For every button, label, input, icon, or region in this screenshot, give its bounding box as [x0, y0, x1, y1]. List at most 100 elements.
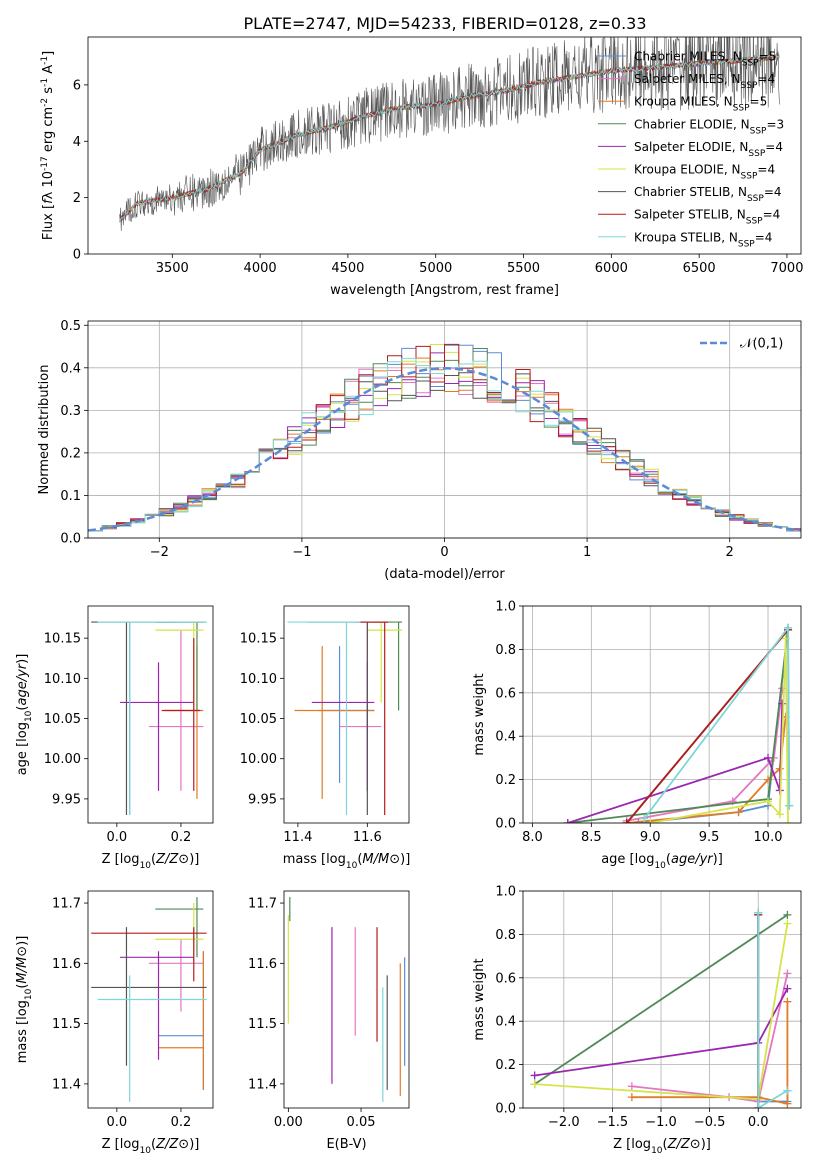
- y-tick-label: 0: [73, 248, 81, 263]
- panel-age_vs_Z: 0.0 0.2 9.95 10.00 10.05 10.10 10.15 Z [log10(Z…: [15, 605, 214, 871]
- y-tick-label: 2: [73, 191, 81, 206]
- y-tick-label: 0.8: [495, 643, 516, 658]
- y-tick-label: 9.95: [52, 792, 81, 807]
- mass-weight-line: [567, 703, 784, 823]
- plot-area: [287, 897, 406, 1102]
- mass-weight-marker: [764, 753, 773, 762]
- panel-spectrum: 3500 4000 4500 5000 5500 6000 6500 7000 0 2 4 6 wave…: [40, 36, 803, 298]
- y-tick-label: 0.1: [60, 489, 81, 504]
- y-tick-label: 10.15: [240, 632, 277, 647]
- mass-weight-marker: [778, 699, 787, 708]
- y-tick-label: 0.3: [60, 404, 81, 419]
- mass-weight-line: [643, 625, 791, 820]
- mass-weight-marker: [627, 1093, 636, 1102]
- mass-weight-marker: [783, 984, 792, 993]
- mass-weight-line: [534, 914, 788, 1085]
- y-tick-label: 0.8: [495, 928, 516, 943]
- mass-weight-marker: [640, 814, 649, 823]
- panel-mass_weight_vs_Z: −2.0 −1.5 −1.0 −0.5 0.0 0.0 0.2 0.4 0.6 0.8 1.0 Z […: [472, 885, 802, 1156]
- histogram-series: [88, 357, 801, 532]
- y-tick-label: 11.6: [52, 957, 81, 972]
- x-axis-label: (data-model)/error: [384, 567, 505, 582]
- spectrum-series-line: [119, 54, 780, 222]
- x-tick-label: 2: [726, 545, 734, 560]
- mass-weight-line: [757, 912, 788, 1108]
- panel-residuals: −2 −1 0 1 2 0.0 0.1 0.2 0.3 0.4 0.5 (data-model)/er…: [37, 319, 802, 582]
- y-tick-label: 11.5: [248, 1017, 277, 1032]
- axes-frame: [283, 605, 410, 824]
- mass-weight-marker: [784, 819, 793, 823]
- axes-frame: [522, 890, 802, 1109]
- panels: 3500 4000 4500 5000 5500 6000 6500 7000 0 2 4 6 wave…: [15, 36, 803, 1156]
- x-tick-label: 9.0: [640, 830, 661, 845]
- x-tick-label: 10.0: [754, 830, 783, 845]
- legend-label: Kroupa ELODIE, NSSP=4: [634, 163, 775, 182]
- legend-label: Salpeter MILES, NSSP=4: [634, 72, 775, 91]
- mass-weight-marker: [785, 801, 794, 810]
- y-tick-label: 11.4: [248, 1077, 277, 1092]
- y-tick-label: 0.2: [60, 446, 81, 461]
- y-tick-label: 1.0: [495, 600, 516, 615]
- axes-frame: [283, 890, 410, 1109]
- x-tick-label: −2: [150, 545, 169, 560]
- plot-area: [91, 897, 207, 1102]
- x-tick-label: 4500: [331, 261, 364, 276]
- y-tick-label: 0.0: [495, 1102, 516, 1117]
- panel-mass_vs_ebv: 0.00 0.05 11.4 11.5 11.6 11.7 E(B-V): [248, 890, 410, 1152]
- y-tick-label: 0.6: [495, 686, 516, 701]
- mass-weight-marker: [783, 969, 792, 978]
- legend-label: Chabrier MILES, NSSP=5: [634, 50, 776, 69]
- y-tick-label: 10.00: [240, 752, 277, 767]
- mass-weight-marker: [634, 819, 643, 823]
- mass-weight-line: [650, 638, 789, 823]
- y-tick-label: 11.7: [52, 897, 81, 912]
- y-axis-label: age [log10(age/yr)]: [15, 654, 34, 776]
- y-axis-label: mass weight: [472, 958, 487, 1040]
- plot-area: [287, 621, 403, 815]
- y-tick-label: 0.6: [495, 971, 516, 986]
- y-tick-label: 0.0: [60, 532, 81, 547]
- x-tick-label: 5500: [507, 261, 540, 276]
- x-tick-label: 0: [440, 545, 448, 560]
- y-tick-label: 11.5: [52, 1017, 81, 1032]
- plot-area: [530, 908, 792, 1108]
- y-tick-label: 10.10: [44, 672, 81, 687]
- y-tick-label: 11.7: [248, 897, 277, 912]
- x-axis-label: mass [log10(M/M⊙)]: [283, 852, 411, 871]
- x-axis-label: Z [log10(Z/Z⊙)]: [613, 1137, 711, 1156]
- x-tick-label: 11.6: [353, 830, 382, 845]
- panel-mass_weight_vs_age: 8.0 8.5 9.0 9.5 10.0 0.0 0.2 0.4 0.6 0.8 1.0 age [l…: [472, 600, 802, 871]
- y-tick-label: 9.95: [248, 792, 277, 807]
- mass-weight-marker: [563, 819, 572, 823]
- mass-weight-marker: [764, 797, 773, 806]
- legend-label: Kroupa MILES, NSSP=5: [634, 95, 767, 114]
- plot-area: [88, 343, 801, 532]
- y-tick-label: 11.4: [52, 1077, 81, 1092]
- legend-label: Chabrier STELIB, NSSP=4: [634, 185, 782, 204]
- y-axis-label: Flux [fλ 10-17 erg cm-2 s-1 A-1]: [40, 51, 56, 240]
- panel-age_vs_mass: 11.4 11.6 9.95 10.00 10.05 10.10 10.15 mass [lo…: [240, 605, 411, 871]
- x-tick-label: 0.00: [274, 1115, 303, 1130]
- y-axis-label: mass [log10(M/M⊙)]: [15, 936, 34, 1064]
- legend-label: Chabrier ELODIE, NSSP=3: [634, 117, 784, 136]
- x-tick-label: −1: [292, 545, 311, 560]
- x-tick-label: 0.2: [171, 830, 192, 845]
- mass-weight-marker: [622, 819, 631, 823]
- axes-frame: [87, 890, 214, 1109]
- plot-area: [563, 623, 794, 823]
- mass-weight-marker: [784, 623, 793, 632]
- legend-label: 𝒩(0,1): [740, 337, 783, 352]
- mass-weight-line: [631, 973, 789, 1103]
- x-axis-label: age [log10(age/yr)]: [601, 852, 723, 871]
- y-tick-label: 0.5: [60, 319, 81, 334]
- y-tick-label: 10.10: [240, 672, 277, 687]
- y-tick-label: 10.15: [44, 632, 81, 647]
- y-tick-label: 0.0: [495, 817, 516, 832]
- mass-weight-marker: [783, 1099, 792, 1108]
- x-tick-label: 3500: [156, 261, 189, 276]
- x-tick-label: 0.05: [347, 1115, 376, 1130]
- x-axis-label: wavelength [Angstrom, rest frame]: [330, 283, 559, 298]
- plot-area: [119, 37, 781, 231]
- mass-weight-marker: [754, 1104, 763, 1108]
- y-tick-label: 0.4: [495, 1015, 516, 1030]
